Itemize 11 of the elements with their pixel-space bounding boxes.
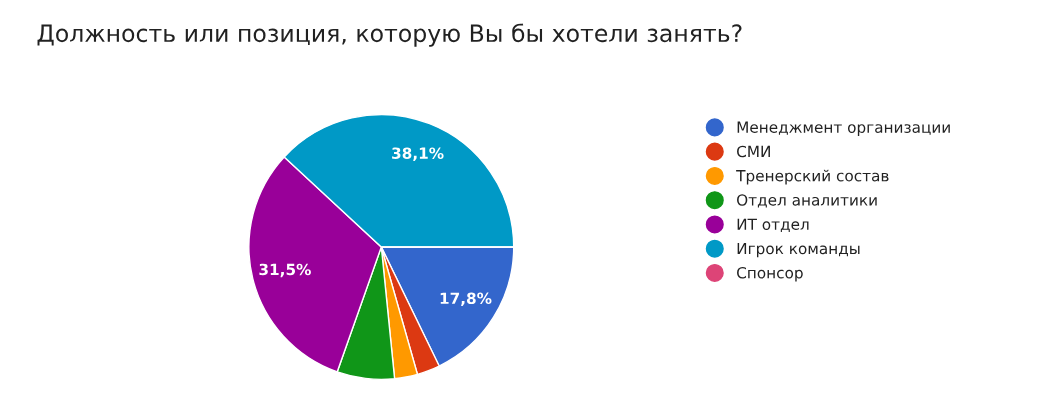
- data-label: 17,8%: [440, 292, 492, 307]
- data-label: 31,5%: [259, 263, 311, 278]
- chart-title: Должность или позиция, которую Вы бы хотели занять?: [37, 23, 742, 47]
- legend-label: Менеджмент организации: [737, 121, 950, 136]
- legend-label: СМИ: [737, 145, 770, 158]
- legend-label: Спонсор: [737, 266, 803, 282]
- legend-label: Игрок команды: [737, 242, 860, 258]
- legend-label: Тренерский состав: [736, 169, 889, 185]
- legend-label: Отдел аналитики: [737, 194, 877, 208]
- legend-label: ИТ отдел: [737, 218, 809, 232]
- data-label: 38,1%: [392, 147, 444, 161]
